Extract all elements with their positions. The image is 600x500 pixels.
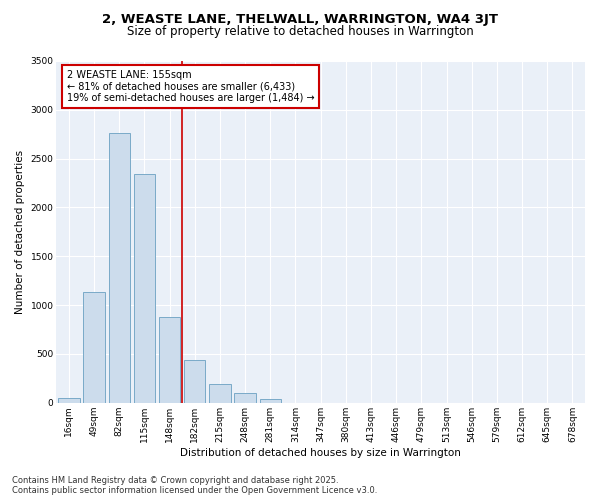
Text: 2 WEASTE LANE: 155sqm
← 81% of detached houses are smaller (6,433)
19% of semi-d: 2 WEASTE LANE: 155sqm ← 81% of detached … xyxy=(67,70,314,102)
Y-axis label: Number of detached properties: Number of detached properties xyxy=(15,150,25,314)
Bar xyxy=(109,134,130,403)
Bar xyxy=(58,398,80,403)
Bar xyxy=(209,384,230,403)
Text: 2, WEASTE LANE, THELWALL, WARRINGTON, WA4 3JT: 2, WEASTE LANE, THELWALL, WARRINGTON, WA… xyxy=(102,12,498,26)
Bar xyxy=(83,292,105,403)
X-axis label: Distribution of detached houses by size in Warrington: Distribution of detached houses by size … xyxy=(180,448,461,458)
Bar xyxy=(260,399,281,403)
Bar xyxy=(134,174,155,403)
Bar xyxy=(184,360,205,403)
Bar xyxy=(235,392,256,403)
Text: Size of property relative to detached houses in Warrington: Size of property relative to detached ho… xyxy=(127,25,473,38)
Bar xyxy=(159,317,181,403)
Text: Contains HM Land Registry data © Crown copyright and database right 2025.
Contai: Contains HM Land Registry data © Crown c… xyxy=(12,476,377,495)
